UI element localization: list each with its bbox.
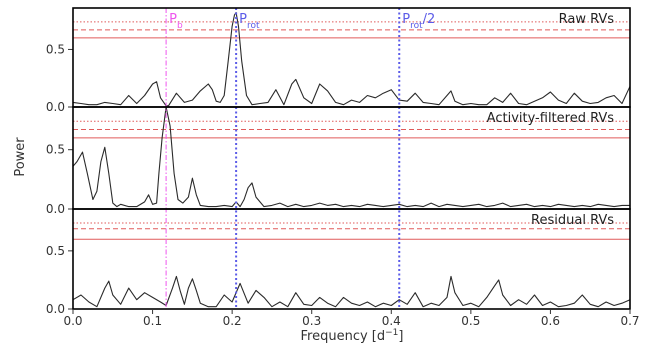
- vline-label-main: P: [402, 12, 410, 27]
- x-tick-label: 0.4: [382, 314, 401, 328]
- vertical-line-label: Prot: [239, 12, 260, 31]
- x-tick-label: 0.7: [620, 314, 639, 328]
- vline-label-sub: b: [177, 21, 183, 31]
- vline-label-sub: rot: [247, 21, 260, 31]
- vline-label-suffix: /2: [423, 12, 436, 27]
- panels-layer: Raw RVs 0.0 0.5 Activity-filtered RVs 0.0 0.5…: [46, 12, 631, 316]
- y-tick-label: 0.0: [46, 302, 65, 316]
- panel-frame-3: [72, 208, 631, 310]
- x-tick-label: 0.6: [541, 314, 560, 328]
- vline-label-main: P: [169, 12, 177, 27]
- axes-layer: 0.0 0.1 0.2 0.3 0.4 0.5 0.6 0.7: [63, 7, 640, 328]
- periodogram-curve: [72, 12, 631, 107]
- y-tick-label: 0.5: [46, 244, 65, 258]
- x-tick-label: 0.1: [143, 314, 162, 328]
- periodogram-curve: [72, 106, 630, 208]
- vertical-line-label: Prot/2: [402, 12, 435, 31]
- x-tick-label: 0.5: [461, 314, 480, 328]
- y-tick-label: 0.0: [46, 202, 65, 216]
- periodogram-curve: [72, 275, 631, 308]
- y-tick-label: 0.0: [46, 100, 65, 114]
- panel-frame-1: [72, 7, 631, 108]
- y-tick-label: 0.5: [46, 42, 65, 56]
- panel-title: Residual RVs: [531, 213, 614, 228]
- x-axis-title: Frequency [d−1]: [301, 328, 404, 344]
- vline-label-main: P: [239, 12, 247, 27]
- panel-3: Residual RVs 0.0 0.5: [46, 213, 631, 316]
- y-tick-label: 0.5: [46, 143, 65, 157]
- x-tick-label: 0.3: [302, 314, 321, 328]
- panel-1: Raw RVs 0.0 0.5: [46, 12, 631, 114]
- vertical-lines-layer: Pb Prot Prot/2: [165, 8, 435, 309]
- x-tick-label: 0.0: [63, 314, 82, 328]
- panel-title: Activity-filtered RVs: [487, 111, 615, 126]
- panel-2: Activity-filtered RVs 0.0 0.5: [46, 106, 630, 216]
- x-axis-title-unit: −1: [385, 328, 398, 338]
- panel-title: Raw RVs: [559, 12, 615, 27]
- x-tick-label: 0.2: [223, 314, 242, 328]
- vline-label-sub: rot: [410, 21, 423, 31]
- vertical-line-label: Pb: [169, 12, 183, 31]
- y-axis-title: Power: [13, 137, 28, 177]
- x-axis-title-main: Frequency [d: [301, 329, 386, 344]
- x-axis-title-close: ]: [398, 329, 403, 344]
